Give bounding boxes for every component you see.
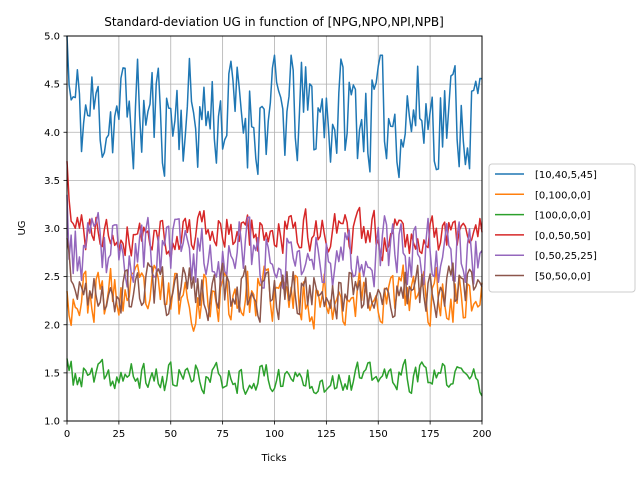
y-axis-label: UG <box>17 220 28 235</box>
y-axis-ticks: 1.0 1.5 2.0 2.5 3.0 3.5 4.0 4.5 5.0 <box>44 32 67 428</box>
legend-label: [0,0,50,50] <box>535 231 591 242</box>
legend-label: [10,40,5,45] <box>535 170 597 181</box>
x-tick-label: 50 <box>164 429 177 440</box>
y-tick-label: 4.5 <box>44 80 60 91</box>
y-tick-label: 4.0 <box>44 128 60 139</box>
x-tick-label: 0 <box>64 429 70 440</box>
x-tick-label: 200 <box>472 429 491 440</box>
legend-box <box>488 163 636 293</box>
x-tick-label: 25 <box>113 429 126 440</box>
grid-lines <box>66 35 483 422</box>
legend-label: [100,0,0,0] <box>535 211 591 222</box>
chart-title: Standard-deviation UG in function of [NP… <box>104 15 444 29</box>
series-line <box>66 35 483 179</box>
x-tick-label: 150 <box>369 429 388 440</box>
y-tick-label: 2.5 <box>44 272 60 283</box>
y-tick-label: 1.0 <box>44 417 60 428</box>
series-line <box>66 358 483 397</box>
x-tick-label: 125 <box>317 429 336 440</box>
legend-label: [0,50,25,25] <box>535 251 597 262</box>
x-tick-label: 75 <box>216 429 229 440</box>
series-line <box>66 238 483 323</box>
series-line <box>66 194 483 292</box>
x-tick-label: 175 <box>421 429 440 440</box>
x-axis-label: Ticks <box>260 453 286 464</box>
series-lines <box>66 35 483 397</box>
legend: [10,40,5,45] [0,100,0,0] [100,0,0,0] [0,0,5… <box>488 163 636 293</box>
y-tick-label: 3.0 <box>44 224 60 235</box>
legend-label: [0,100,0,0] <box>535 190 591 201</box>
legend-label: [50,50,0,0] <box>535 272 591 283</box>
y-tick-label: 2.0 <box>44 320 60 331</box>
x-tick-label: 100 <box>265 429 284 440</box>
y-tick-label: 3.5 <box>44 176 60 187</box>
y-tick-label: 1.5 <box>44 368 60 379</box>
x-axis-ticks: 0 25 50 75 100 125 150 175 200 <box>64 421 492 440</box>
y-tick-label: 5.0 <box>44 32 60 43</box>
